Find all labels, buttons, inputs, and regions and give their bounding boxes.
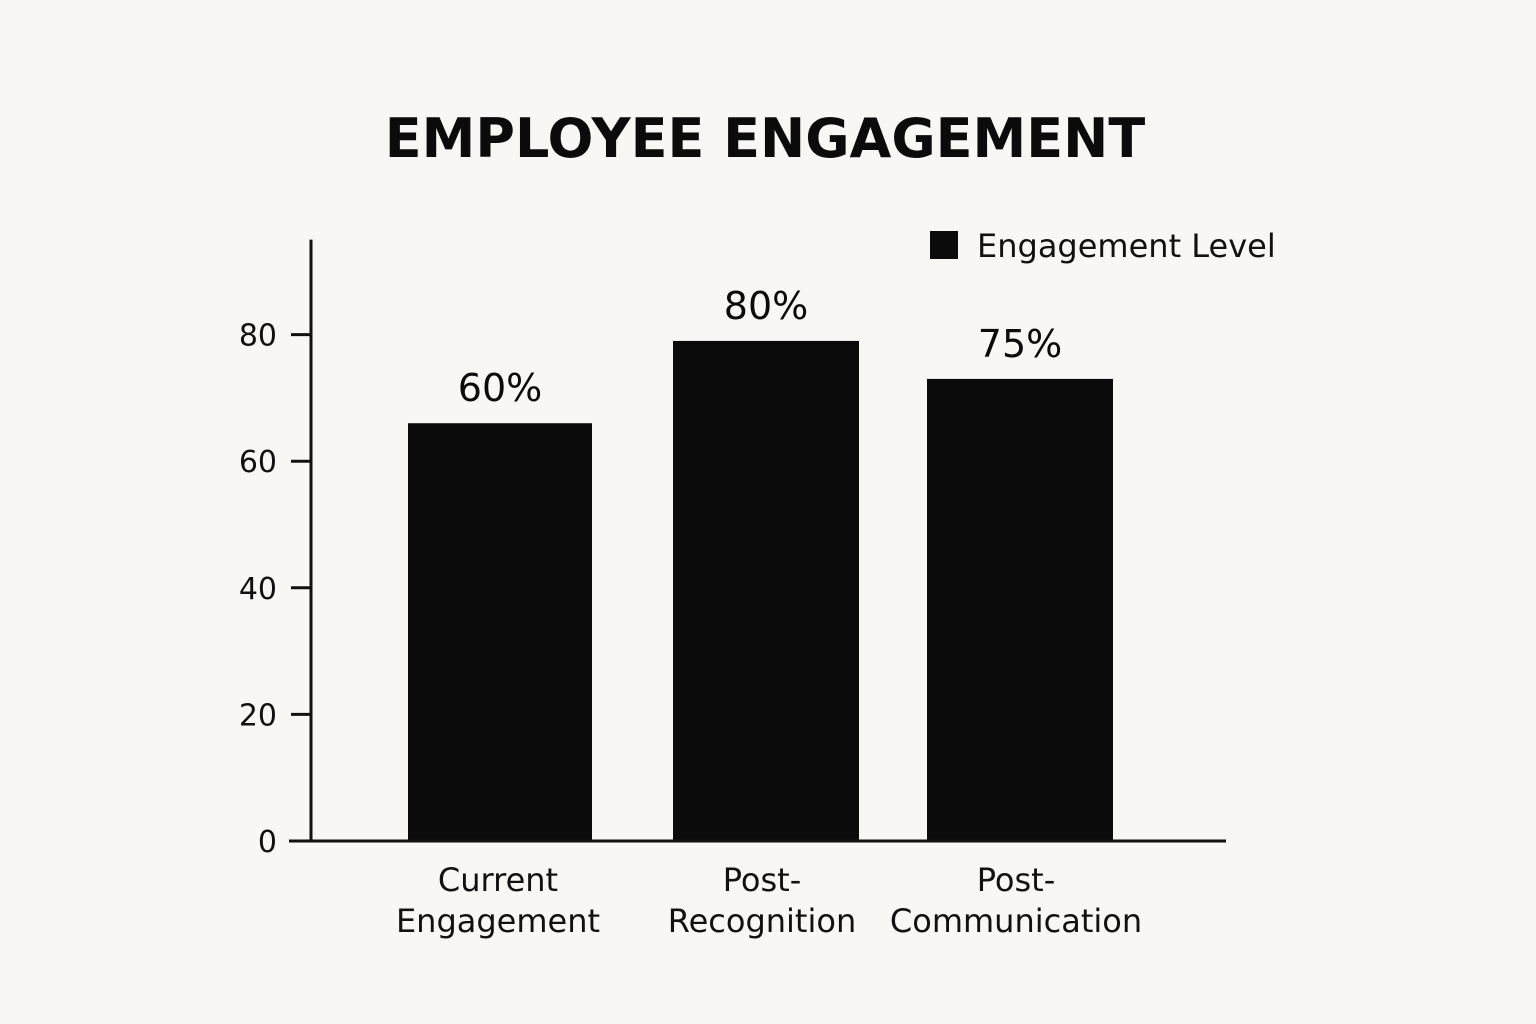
legend-swatch	[930, 231, 958, 259]
x-category-label: Communication	[890, 902, 1142, 940]
bar	[408, 423, 592, 841]
y-tick-label: 40	[239, 572, 277, 607]
bars: 60% 80% 75%	[408, 284, 1113, 841]
x-category-label: Engagement	[396, 902, 600, 940]
y-axis: 0 20 40 60 80	[239, 239, 313, 860]
bar	[927, 378, 1113, 841]
y-tick-label: 20	[239, 698, 277, 733]
y-tick-label: 60	[239, 445, 277, 480]
x-axis: CurrentEngagementPost-RecognitionPost-Co…	[289, 839, 1226, 940]
x-category-label: Post-	[723, 861, 802, 899]
legend-label: Engagement Level	[977, 227, 1276, 265]
bar-value-label: 75%	[978, 322, 1062, 366]
bar-value-label: 80%	[724, 284, 808, 328]
legend: Engagement Level	[930, 227, 1276, 265]
x-category-label: Post-	[977, 861, 1056, 899]
y-tick-label: 0	[258, 825, 277, 860]
x-category-label: Recognition	[668, 902, 856, 940]
chart-title: EMPLOYEE ENGAGEMENT	[385, 107, 1146, 170]
bar-value-label: 60%	[458, 366, 542, 410]
y-tick-label: 80	[239, 319, 277, 354]
x-category-label: Current	[438, 861, 558, 899]
bar	[673, 340, 859, 841]
